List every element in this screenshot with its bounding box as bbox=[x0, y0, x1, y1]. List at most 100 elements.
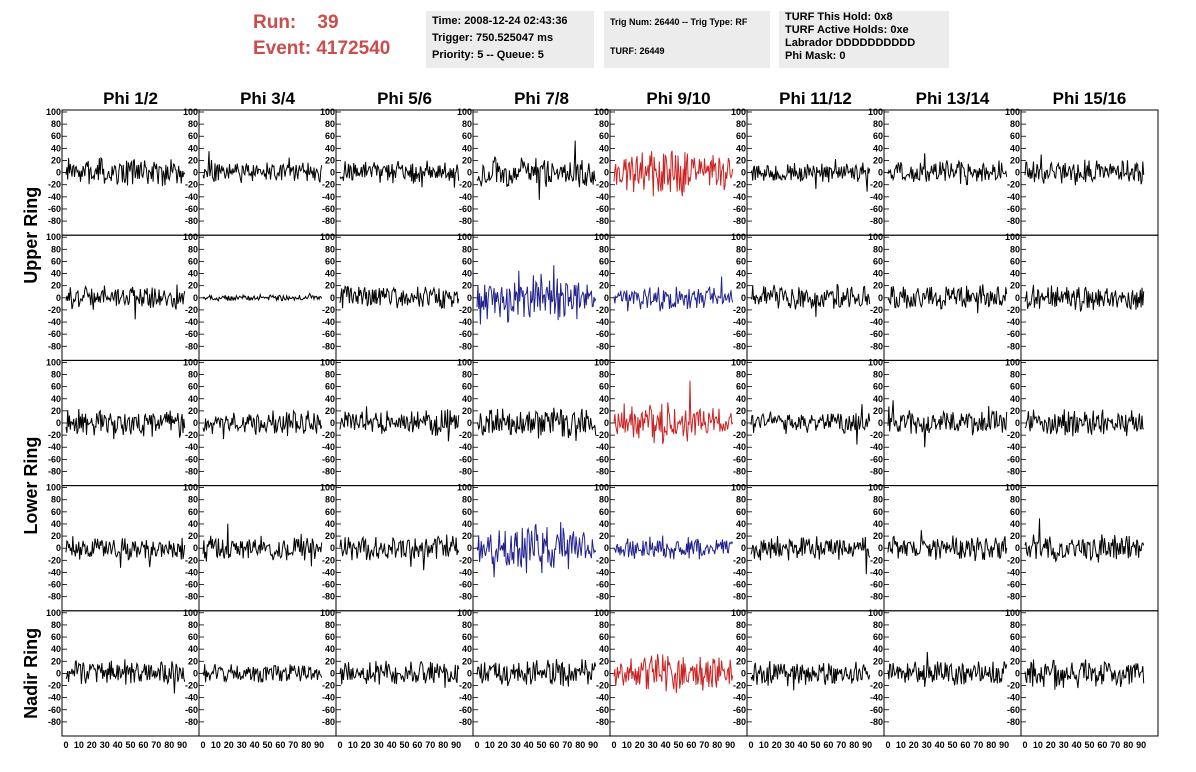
column-title: Phi 13/14 bbox=[916, 89, 990, 108]
y-tick-label: 40 bbox=[873, 143, 883, 153]
turf-info-box: TURF This Hold: 0x8 TURF Active Holds: 0… bbox=[779, 11, 949, 68]
y-tick-label: 60 bbox=[51, 382, 61, 392]
y-tick-label: -40 bbox=[185, 693, 198, 703]
y-tick-label: 20 bbox=[736, 406, 746, 416]
trigger-text: Trigger: 750.525047 ms bbox=[432, 32, 554, 44]
y-tick-label: 40 bbox=[188, 519, 198, 529]
column-title: Phi 7/8 bbox=[514, 89, 569, 108]
y-tick-label: -60 bbox=[596, 329, 609, 339]
y-tick-label: 0 bbox=[467, 293, 472, 303]
y-tick-label: 40 bbox=[188, 143, 198, 153]
y-tick-label: 20 bbox=[1010, 406, 1020, 416]
x-tick-label: 60 bbox=[1097, 740, 1107, 750]
y-tick-label: 60 bbox=[188, 507, 198, 517]
y-tick-label: 0 bbox=[741, 418, 746, 428]
y-tick-label: 40 bbox=[1010, 269, 1020, 279]
y-tick-label: 0 bbox=[467, 668, 472, 678]
y-tick-label: -60 bbox=[322, 454, 335, 464]
y-tick-label: -80 bbox=[596, 592, 609, 602]
waveform-panel: 100 80 60 40 20 0 -20 -40 -60 -80 bbox=[320, 232, 474, 361]
y-tick-label: 40 bbox=[325, 644, 335, 654]
y-tick-label: -80 bbox=[185, 717, 198, 727]
waveform-trace bbox=[202, 523, 323, 567]
y-tick-label: 40 bbox=[736, 143, 746, 153]
waveform-panel: 100 80 60 40 20 0 -20 -40 -60 -80 bbox=[320, 357, 474, 487]
y-tick-label: 80 bbox=[325, 119, 335, 129]
x-tick-label: 20 bbox=[1046, 740, 1056, 750]
waveform-trace bbox=[202, 409, 323, 440]
y-tick-label: 40 bbox=[736, 644, 746, 654]
x-tick-label: 0 bbox=[63, 740, 68, 750]
y-tick-label: 80 bbox=[462, 620, 472, 630]
y-tick-label: 20 bbox=[325, 406, 335, 416]
y-tick-label: 80 bbox=[599, 370, 609, 380]
x-tick-label: 0 bbox=[1022, 740, 1027, 750]
x-tick-label: 20 bbox=[909, 740, 919, 750]
y-tick-label: 20 bbox=[873, 656, 883, 666]
y-tick-label: 20 bbox=[873, 406, 883, 416]
y-tick-label: 0 bbox=[330, 168, 335, 178]
y-tick-label: 80 bbox=[873, 370, 883, 380]
waveform-trace bbox=[1024, 409, 1145, 437]
y-tick-label: 100 bbox=[731, 483, 746, 493]
y-tick-label: -40 bbox=[596, 317, 609, 327]
waveform-panel: 100 80 60 40 20 0 -20 -40 -60 -80 bbox=[183, 232, 337, 361]
x-tick-label: 20 bbox=[361, 740, 371, 750]
y-tick-label: -40 bbox=[733, 567, 746, 577]
y-tick-label: -60 bbox=[870, 580, 883, 590]
y-tick-label: 40 bbox=[873, 394, 883, 404]
y-tick-label: 100 bbox=[594, 483, 609, 493]
y-tick-label: -80 bbox=[870, 341, 883, 351]
y-tick-label: 40 bbox=[325, 394, 335, 404]
y-tick-label: -60 bbox=[870, 204, 883, 214]
y-tick-label: 60 bbox=[51, 507, 61, 517]
y-tick-label: 80 bbox=[736, 119, 746, 129]
y-tick-label: 40 bbox=[325, 143, 335, 153]
y-tick-label: 40 bbox=[462, 519, 472, 529]
waveform-panel: 100 80 60 40 20 0 -20 -40 -60 -80 bbox=[594, 483, 748, 612]
y-tick-label: 60 bbox=[1010, 507, 1020, 517]
waveform-panel: 100 80 60 40 20 0 -20 -40 -60 -80 bbox=[868, 483, 1022, 612]
x-tick-label: 50 bbox=[1084, 740, 1094, 750]
waveform-panel: 100 80 60 40 20 0 -20 -40 -60 -80 bbox=[320, 608, 474, 737]
y-tick-label: 80 bbox=[188, 244, 198, 254]
y-tick-label: 60 bbox=[599, 632, 609, 642]
x-tick-label: 90 bbox=[177, 740, 187, 750]
y-tick-label: -20 bbox=[185, 555, 198, 565]
y-tick-label: -80 bbox=[322, 216, 335, 226]
trig-num-text: Trig Num: 26440 -- Trig Type: RF bbox=[610, 17, 748, 27]
y-tick-label: -60 bbox=[596, 454, 609, 464]
column-title: Phi 5/6 bbox=[377, 89, 432, 108]
x-tick-label: 0 bbox=[337, 740, 342, 750]
y-tick-label: -60 bbox=[48, 204, 61, 214]
y-tick-label: -20 bbox=[596, 180, 609, 190]
y-tick-label: -60 bbox=[733, 705, 746, 715]
y-tick-label: -40 bbox=[459, 567, 472, 577]
y-tick-label: -80 bbox=[870, 466, 883, 476]
x-tick-label: 60 bbox=[549, 740, 559, 750]
y-tick-label: -80 bbox=[48, 466, 61, 476]
y-tick-label: -60 bbox=[870, 329, 883, 339]
y-tick-label: 20 bbox=[462, 531, 472, 541]
y-tick-label: 100 bbox=[594, 357, 609, 367]
x-tick-label: 20 bbox=[772, 740, 782, 750]
x-tick-label: 60 bbox=[412, 740, 422, 750]
waveform-trace bbox=[65, 536, 186, 568]
y-tick-label: -40 bbox=[48, 192, 61, 202]
y-tick-label: -80 bbox=[322, 466, 335, 476]
y-tick-label: 100 bbox=[1005, 107, 1020, 117]
y-tick-label: 100 bbox=[731, 232, 746, 242]
y-tick-label: 40 bbox=[599, 644, 609, 654]
y-tick-label: -60 bbox=[1007, 329, 1020, 339]
y-tick-label: -20 bbox=[733, 305, 746, 315]
y-tick-label: 100 bbox=[731, 608, 746, 618]
y-tick-label: -20 bbox=[48, 180, 61, 190]
waveform-trace bbox=[887, 530, 1008, 562]
column-title: Phi 1/2 bbox=[103, 89, 158, 108]
y-tick-label: -20 bbox=[1007, 555, 1020, 565]
y-tick-label: -20 bbox=[870, 430, 883, 440]
y-tick-label: 20 bbox=[325, 656, 335, 666]
waveform-panel: 100 80 60 40 20 0 -20 -40 -60 -80 bbox=[594, 608, 748, 737]
waveform-panel: 100 80 60 40 20 0 -20 -40 -60 -80 bbox=[457, 608, 611, 737]
x-tick-label: 70 bbox=[288, 740, 298, 750]
